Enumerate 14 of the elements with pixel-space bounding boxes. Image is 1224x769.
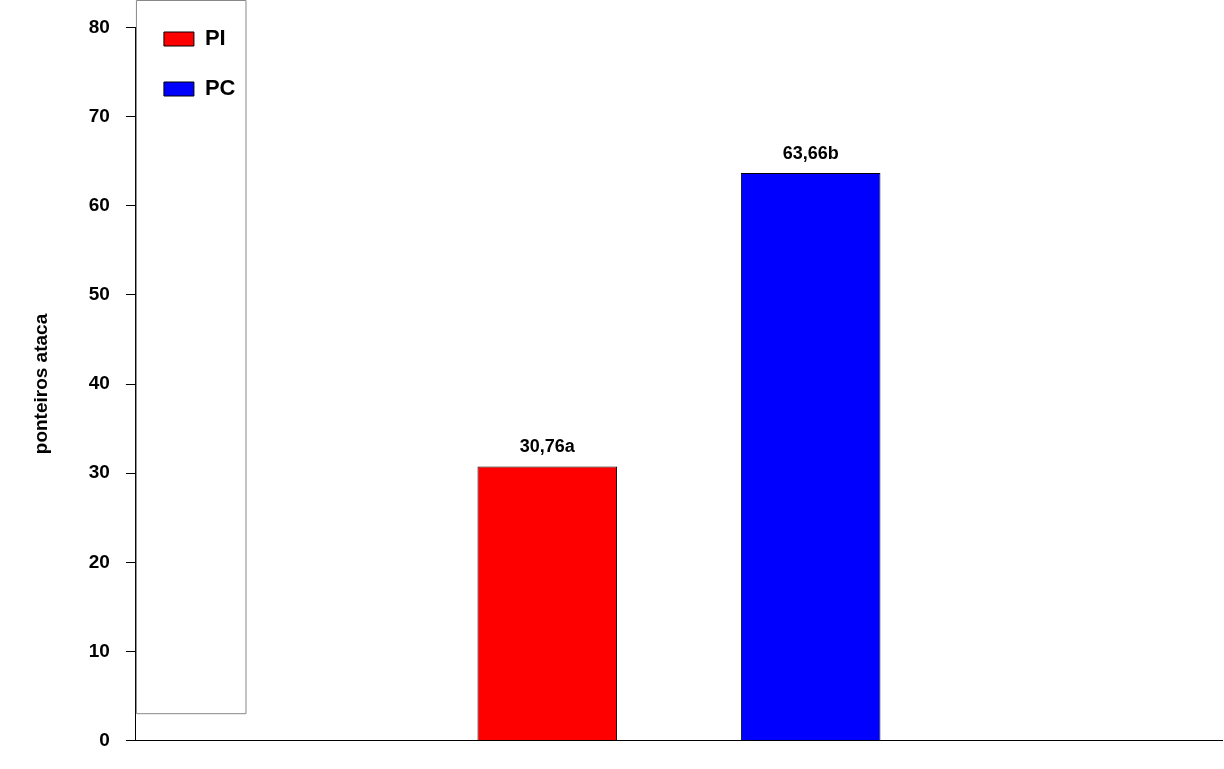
legend-label: PI <box>204 25 226 51</box>
y-tick-label: 70 <box>88 104 110 126</box>
y-tick-label: 40 <box>88 372 110 394</box>
y-tick-label: 80 <box>88 15 110 37</box>
data-label: 30,76a <box>519 436 576 457</box>
y-tick-label: 50 <box>88 283 110 305</box>
legend-label: PC <box>204 75 236 101</box>
y-tick-label: 20 <box>88 550 110 572</box>
y-tick-label: 60 <box>88 193 110 215</box>
y-tick-label: 30 <box>88 461 110 483</box>
data-label: 63,66b <box>782 143 839 164</box>
y-tick-label: 0 <box>99 728 110 750</box>
y-tick-label: 10 <box>88 639 110 661</box>
y-axis-title: ponteiros ataca <box>29 313 51 455</box>
